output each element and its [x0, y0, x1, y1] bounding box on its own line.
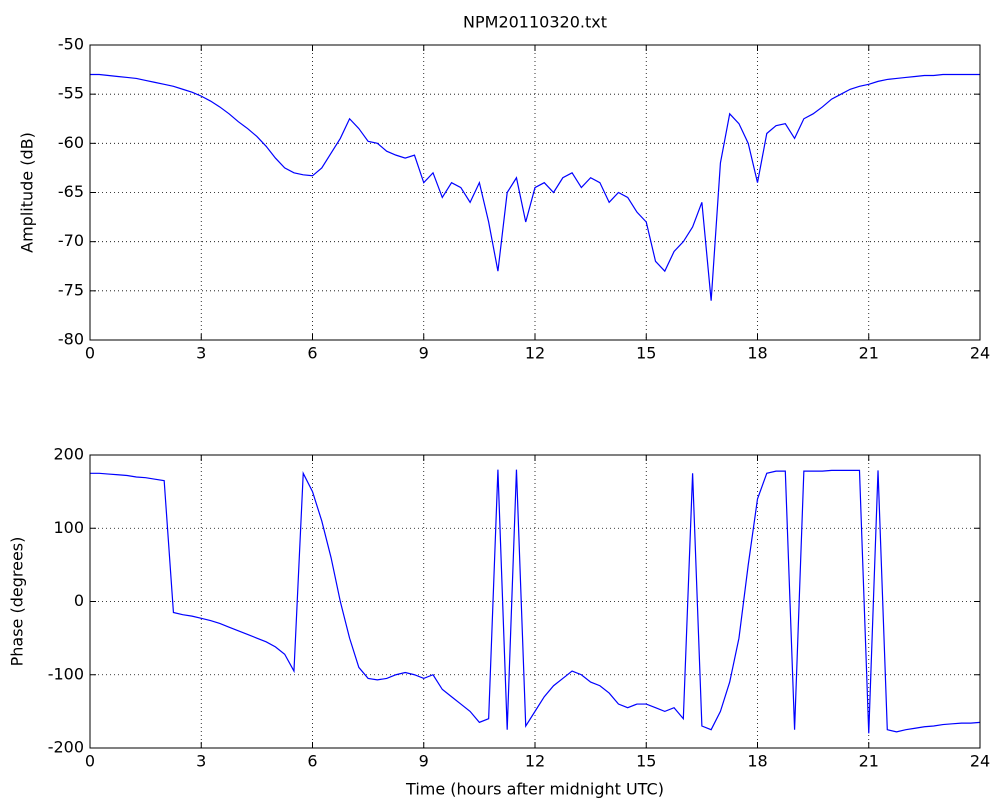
- y-tick-label: 200: [53, 445, 84, 464]
- y-tick-label: 0: [74, 591, 84, 610]
- y-axis-label: Phase (degrees): [8, 537, 27, 667]
- y-tick-label: -200: [48, 738, 84, 757]
- y-tick-label: -70: [58, 231, 84, 250]
- data-line: [90, 469, 981, 734]
- x-tick-label: 9: [419, 344, 429, 363]
- x-tick-label: 18: [747, 752, 767, 771]
- x-tick-label: 0: [85, 752, 95, 771]
- x-tick-label: 12: [525, 344, 545, 363]
- x-tick-label: 12: [525, 752, 545, 771]
- y-tick-label: -65: [58, 182, 84, 201]
- y-tick-label: -75: [58, 280, 84, 299]
- x-tick-label: 24: [970, 344, 990, 363]
- x-tick-label: 6: [307, 344, 317, 363]
- axes-box: [89, 454, 981, 749]
- y-tick-label: -55: [58, 84, 84, 103]
- x-tick-label: 21: [859, 752, 879, 771]
- x-tick-label: 9: [419, 752, 429, 771]
- x-tick-label: 24: [970, 752, 990, 771]
- x-tick-label: 6: [307, 752, 317, 771]
- x-tick-label: 0: [85, 344, 95, 363]
- x-tick-label: 15: [636, 344, 656, 363]
- x-tick-label: 3: [196, 344, 206, 363]
- axes-box: [89, 44, 981, 341]
- x-tick-label: 15: [636, 752, 656, 771]
- y-tick-label: -60: [58, 133, 84, 152]
- x-tick-label: 3: [196, 752, 206, 771]
- y-tick-label: 100: [53, 518, 84, 537]
- y-tick-label: -50: [58, 35, 84, 54]
- y-tick-label: -80: [58, 330, 84, 349]
- data-line: [90, 73, 980, 301]
- y-axis-label: Amplitude (dB): [18, 132, 37, 253]
- x-axis-label: Time (hours after midnight UTC): [405, 780, 664, 799]
- chart-title: NPM20110320.txt: [463, 13, 607, 32]
- x-tick-label: 18: [747, 344, 767, 363]
- y-tick-label: -100: [48, 664, 84, 683]
- x-tick-label: 21: [859, 344, 879, 363]
